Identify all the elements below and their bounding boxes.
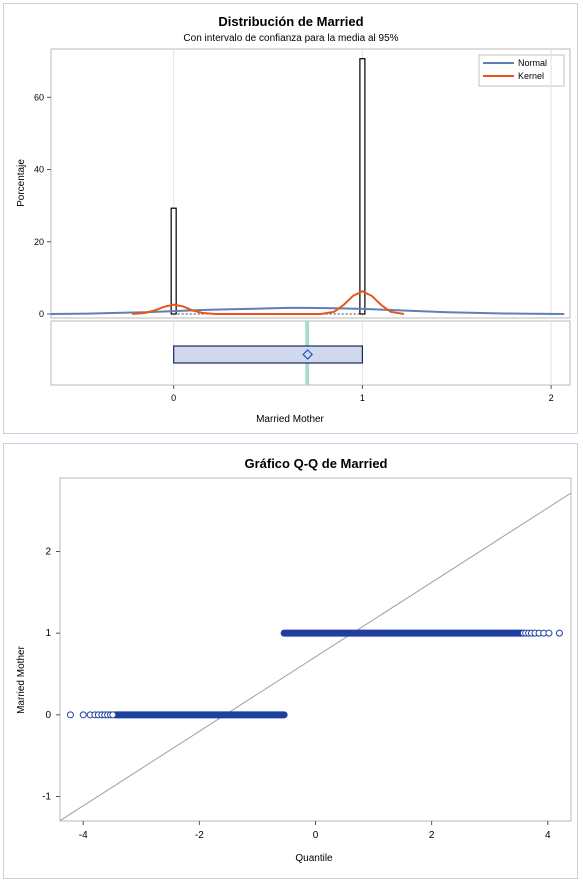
y-tick-label: -1 — [42, 792, 51, 803]
y-tick-label: 0 — [39, 309, 44, 319]
y-tick-label: 20 — [34, 237, 44, 247]
x-tick-label: -2 — [195, 830, 204, 841]
y-tick-label: 40 — [34, 165, 44, 175]
qq-panel: Gráfico Q-Q de Married Married Mother Qu… — [3, 443, 578, 879]
x-tick-label: 0 — [313, 830, 319, 841]
y-tick-label: 0 — [45, 710, 51, 721]
x-tick-label: 0 — [171, 393, 176, 403]
x-axis-label: Married Mother — [256, 414, 324, 425]
y-axis-label: Porcentaje — [16, 159, 27, 207]
y-axis-label: Married Mother — [16, 645, 27, 713]
distribution-panel: Distribución de Married Con intervalo de… — [3, 3, 578, 434]
data-point — [555, 629, 563, 637]
boxplot-frame — [50, 320, 571, 386]
x-tick-label: 2 — [549, 393, 554, 403]
histogram-bar — [359, 58, 366, 315]
mean-marker — [302, 349, 314, 360]
legend-normal-label: Normal — [518, 58, 547, 68]
plot-frame — [59, 477, 572, 822]
x-axis-label: Quantile — [295, 853, 333, 864]
legend-box — [478, 54, 565, 87]
boxplot-box — [173, 345, 364, 364]
legend-kernel-label: Kernel — [518, 71, 544, 81]
data-point — [66, 711, 74, 719]
chart-title: Gráfico Q-Q de Married — [244, 456, 387, 471]
x-tick-label: 4 — [545, 830, 551, 841]
data-point — [109, 711, 117, 719]
distribution-chart: Distribución de Married Con intervalo de… — [16, 14, 571, 425]
histogram-bar — [170, 207, 177, 315]
x-tick-label: 2 — [429, 830, 435, 841]
data-point — [545, 629, 553, 637]
kernel-curve — [132, 290, 405, 315]
reference-line-group — [59, 492, 572, 822]
reference-line — [59, 492, 572, 822]
chart-subtitle: Con intervalo de confianza para la media… — [183, 33, 398, 44]
qq-chart: Gráfico Q-Q de Married Married Mother Qu… — [16, 456, 572, 864]
data-point — [79, 711, 87, 719]
y-tick-label: 60 — [34, 92, 44, 102]
x-tick-label: 1 — [360, 393, 365, 403]
x-tick-label: -4 — [79, 830, 88, 841]
y-tick-label: 1 — [45, 628, 51, 639]
chart-title: Distribución de Married — [218, 14, 363, 29]
y-tick-label: 2 — [45, 547, 51, 558]
legend: Normal Kernel — [478, 54, 565, 87]
plot-frame — [50, 48, 571, 319]
